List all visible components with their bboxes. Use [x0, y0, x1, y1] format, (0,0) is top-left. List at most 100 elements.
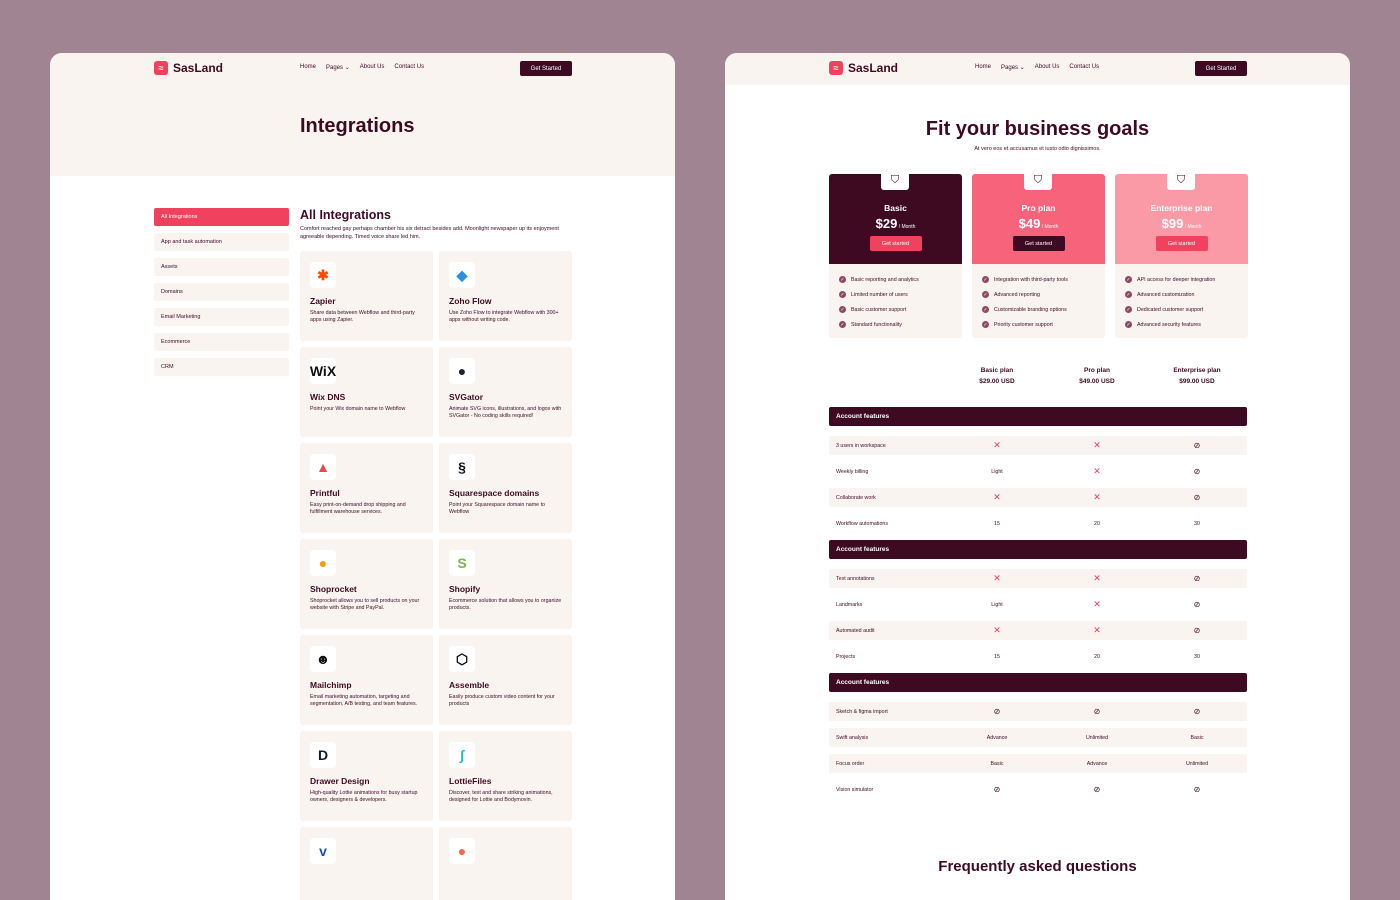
- table-row: Workflow automations 15 20 30: [829, 514, 1247, 533]
- nav-about[interactable]: About Us: [359, 64, 385, 70]
- integration-card[interactable]: ● Shoprocket Shoprocket allows you to se…: [300, 539, 433, 629]
- col-basic-price: $29.00 USD: [979, 378, 1015, 385]
- get-started-button[interactable]: Get Started: [1195, 61, 1247, 76]
- integration-grid: ✱ Zapier Share data between Webflow and …: [300, 251, 572, 900]
- integration-card[interactable]: ∫ LottieFiles Discover, test and share s…: [439, 731, 572, 821]
- integration-card[interactable]: ✱ Zapier Share data between Webflow and …: [300, 251, 433, 341]
- feature-label: Advanced reporting: [994, 291, 1040, 298]
- plan-feature: ✓ API access for deeper integration: [1125, 272, 1238, 287]
- table-row: 3 users in workspace ✕ ✕ ⊘: [829, 436, 1247, 455]
- integration-card[interactable]: D Drawer Design High-quality Lottie anim…: [300, 731, 433, 821]
- cell-value: Basic: [1190, 734, 1204, 741]
- integration-card[interactable]: ●: [439, 827, 572, 900]
- plan-feature: ✓ Integration with third-party tools: [982, 272, 1095, 287]
- nav-home[interactable]: Home: [300, 64, 317, 70]
- comparison-header: Basic plan $29.00 USD Pro plan $49.00 USD …: [829, 365, 1247, 405]
- col-pro-name: Pro plan: [1083, 367, 1110, 374]
- integration-card[interactable]: ● SVGator Animate SVG icons, illustratio…: [439, 347, 572, 437]
- check-circle-icon: ⊘: [1193, 600, 1201, 609]
- check-circle-icon: ⊘: [1193, 707, 1201, 716]
- integration-description: Shoprocket allows you to sell products o…: [310, 598, 420, 611]
- integration-card[interactable]: S Shopify Ecommerce solution that allows…: [439, 539, 572, 629]
- feature-label: Standard functionality: [851, 321, 902, 328]
- integration-card[interactable]: ▲ Printful Easy print-on-demand drop shi…: [300, 443, 433, 533]
- section-header: Account features: [829, 407, 1247, 426]
- brand-name: SasLand: [173, 61, 224, 75]
- col-pro-price: $49.00 USD: [1079, 378, 1115, 385]
- plan-feature: ✓ Priority customer support: [982, 317, 1095, 332]
- feature-name: Collaborate work: [836, 494, 876, 501]
- shoprocket-icon: ●: [310, 550, 336, 576]
- sidebar-item-all[interactable]: All Integrations: [154, 208, 289, 226]
- integration-card[interactable]: ⬡ Assemble Easily produce custom video c…: [439, 635, 572, 725]
- sidebar-item-automation[interactable]: App and task automation: [154, 233, 289, 251]
- plan-feature: ✓ Customizable branding options: [982, 302, 1095, 317]
- feature-name: Workflow automations: [836, 520, 889, 527]
- feature-label: Dedicated customer support: [1137, 306, 1204, 313]
- page-title: Integrations: [300, 115, 415, 137]
- nav-home[interactable]: Home: [975, 64, 992, 70]
- check-circle-icon: ✓: [1125, 276, 1132, 283]
- hubspot-icon: ●: [449, 838, 475, 864]
- comparison-sections: Account features 3 users in workspace ✕ ✕ ⊘ W…: [829, 407, 1247, 799]
- feature-name: Focus order: [836, 760, 865, 767]
- cell-value: Unlimited: [1185, 760, 1209, 767]
- nav-about[interactable]: About Us: [1034, 64, 1060, 70]
- section-lead: Comfort reached gay perhaps chamber his …: [300, 226, 559, 240]
- integrations-content: All Integrations Comfort reached gay per…: [300, 208, 572, 900]
- table-row: Projects 15 20 30: [829, 647, 1247, 666]
- feature-name: Landmarks: [836, 601, 863, 608]
- sidebar-item-domains[interactable]: Domains: [154, 283, 289, 301]
- x-icon: ✕: [1093, 492, 1101, 502]
- nav-contact[interactable]: Contact Us: [1069, 64, 1100, 70]
- get-started-button[interactable]: Get Started: [520, 61, 572, 76]
- integration-card[interactable]: ☻ Mailchimp Email marketing automation, …: [300, 635, 433, 725]
- cell-value: Light: [991, 601, 1003, 608]
- plan-feature: ✓ Advanced reporting: [982, 287, 1095, 302]
- cell-value: 30: [1194, 653, 1200, 660]
- check-circle-icon: ✓: [1125, 321, 1132, 328]
- nav-contact[interactable]: Contact Us: [394, 64, 425, 70]
- printful-icon: ▲: [310, 454, 336, 480]
- integration-description: Use Zoho Flow to integrate Webflow with …: [449, 310, 559, 323]
- feature-name: Sketch & figma import: [836, 708, 888, 715]
- check-circle-icon: ✓: [982, 291, 989, 298]
- pricing-title: Fit your business goals: [925, 118, 1150, 140]
- brand-logo[interactable]: ≈ SasLand: [154, 61, 223, 75]
- integration-description: Easily produce custom video content for …: [449, 694, 555, 707]
- sidebar-item-assets[interactable]: Assets: [154, 258, 289, 276]
- cell-value: 15: [994, 520, 1000, 527]
- integration-card[interactable]: WiX Wix DNS Point your Wix domain name t…: [300, 347, 433, 437]
- nav-pages[interactable]: Pages ⌄: [326, 65, 350, 71]
- integration-name: Shopify: [449, 584, 481, 594]
- plan-get-started-button[interactable]: Get started: [1012, 236, 1065, 251]
- integration-card[interactable]: v: [300, 827, 433, 900]
- plan-features: ✓ API access for deeper integration ✓ Advan…: [1115, 264, 1248, 338]
- integration-card[interactable]: ◆ Zoho Flow Use Zoho Flow to integrate W…: [439, 251, 572, 341]
- plan-feature: ✓ Advanced customization: [1125, 287, 1238, 302]
- plan-get-started-button[interactable]: Get started: [1155, 236, 1208, 251]
- nav-menu: Home Pages ⌄ About Us Contact Us: [975, 64, 1099, 71]
- brand-logo[interactable]: ≈ SasLand: [829, 61, 898, 75]
- integration-card[interactable]: § Squarespace domains Point your Squares…: [439, 443, 572, 533]
- plan-price: $49 / Month: [1018, 216, 1059, 231]
- integration-name: Mailchimp: [310, 680, 352, 690]
- sidebar-item-ecommerce[interactable]: Ecommerce: [154, 333, 289, 351]
- integration-name: Drawer Design: [310, 776, 370, 786]
- integration-name: LottieFiles: [449, 776, 492, 786]
- nav-pages[interactable]: Pages ⌄: [1001, 65, 1025, 71]
- integration-description: Share data between Webflow and third-par…: [310, 310, 415, 323]
- cell-value: Advance: [986, 734, 1008, 741]
- sidebar-item-email[interactable]: Email Marketing: [154, 308, 289, 326]
- plan-get-started-button[interactable]: Get started: [869, 236, 922, 251]
- top-nav: ≈ SasLand Home Pages ⌄ About Us Contact …: [725, 53, 1350, 85]
- col-enterprise-price: $99.00 USD: [1179, 378, 1215, 385]
- sidebar-item-crm[interactable]: CRM: [154, 358, 289, 376]
- plan-features: ✓ Basic reporting and analytics ✓ Limited n…: [829, 264, 962, 338]
- plan-feature: ✓ Dedicated customer support: [1125, 302, 1238, 317]
- check-circle-icon: ✓: [982, 306, 989, 313]
- cell-value: 15: [994, 653, 1000, 660]
- pricing-page-frame: ≈ SasLand Home Pages ⌄ About Us Contact …: [725, 53, 1350, 900]
- table-row: Weekly billing Light ✕ ⊘: [829, 462, 1247, 481]
- check-circle-icon: ⊘: [993, 707, 1001, 716]
